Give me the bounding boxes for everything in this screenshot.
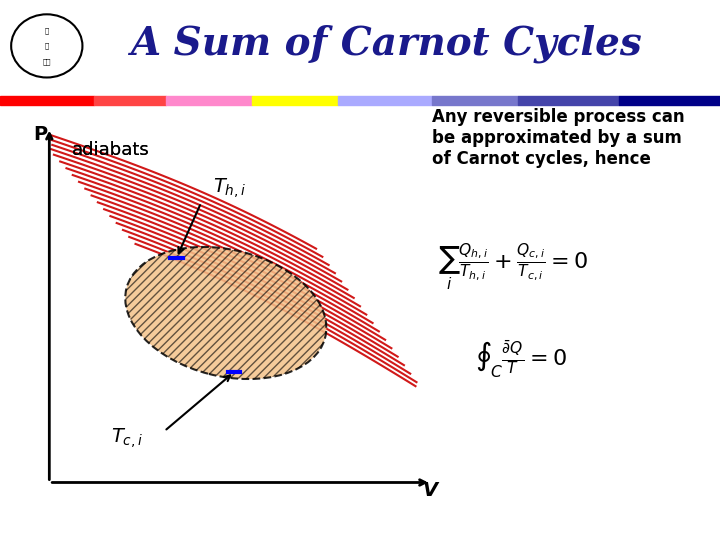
Text: 交: 交 bbox=[45, 27, 49, 34]
Text: Any reversible process can
be approximated by a sum
of Carnot cycles, hence: Any reversible process can be approximat… bbox=[432, 108, 685, 167]
Bar bbox=[252, 96, 338, 105]
Text: $\oint_C \frac{\bar{\partial}Q}{T} = 0$: $\oint_C \frac{\bar{\partial}Q}{T} = 0$ bbox=[475, 339, 567, 380]
Text: P: P bbox=[33, 125, 47, 144]
Text: V: V bbox=[423, 481, 438, 500]
Text: 大學: 大學 bbox=[42, 58, 51, 65]
Bar bbox=[166, 96, 252, 105]
Bar bbox=[94, 96, 166, 105]
Text: adiabats: adiabats bbox=[72, 141, 150, 159]
Bar bbox=[338, 96, 432, 105]
Bar bbox=[0, 96, 94, 105]
Text: adiabats: adiabats bbox=[72, 141, 150, 159]
Text: $\sum_i \frac{Q_{h,i}}{T_{h,i}} + \frac{Q_{c,i}}{T_{c,i}} = 0$: $\sum_i \frac{Q_{h,i}}{T_{h,i}} + \frac{… bbox=[438, 241, 588, 293]
Bar bbox=[518, 96, 619, 105]
Ellipse shape bbox=[125, 247, 326, 379]
Bar bbox=[432, 96, 518, 105]
Text: $T_{h,i}$: $T_{h,i}$ bbox=[214, 176, 247, 200]
Bar bbox=[619, 96, 720, 105]
Text: 通: 通 bbox=[45, 43, 49, 49]
Text: A Sum of Carnot Cycles: A Sum of Carnot Cycles bbox=[130, 24, 642, 63]
Text: $T_{c,i}$: $T_{c,i}$ bbox=[111, 427, 143, 450]
